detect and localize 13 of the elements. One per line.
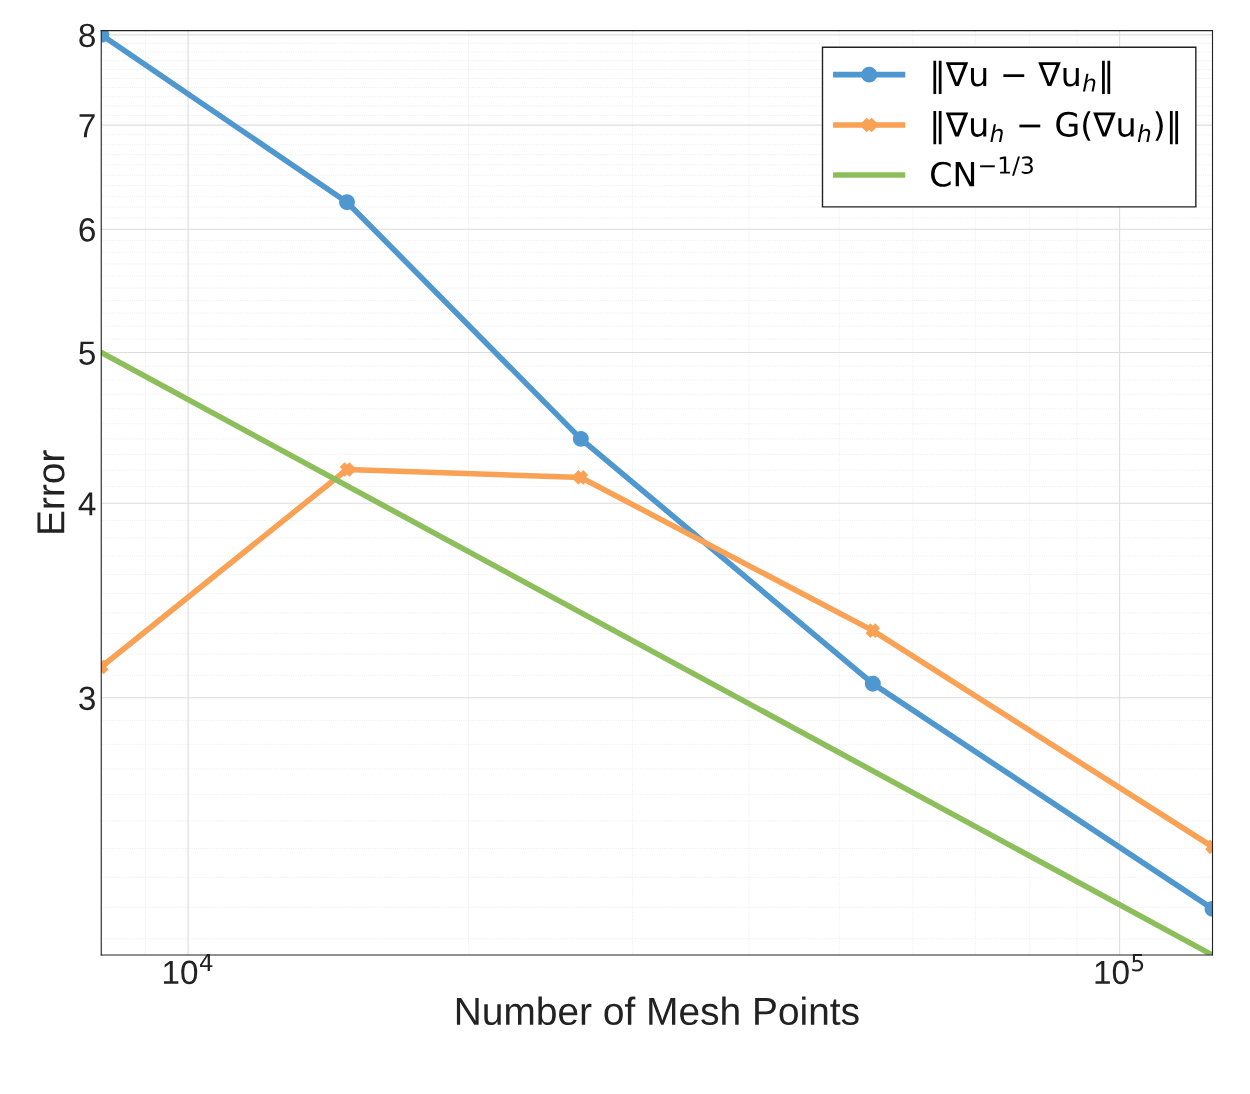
y-tick-label: 4 bbox=[78, 492, 96, 516]
x-tick-label: 10$^{5}$ bbox=[1095, 954, 1144, 985]
legend-label: ‖∇u − ∇u$_{h}$‖ bbox=[933, 60, 1111, 94]
y-tick-label: 3 bbox=[79, 686, 95, 711]
y-axis-title: Error bbox=[37, 450, 65, 533]
y-tick-label: 8 bbox=[79, 23, 95, 48]
legend-label: CN$^{−1/3}$ bbox=[931, 156, 1033, 187]
legend-label: ‖∇u$_{h}$ − G(∇u$_{h}$)‖ bbox=[933, 110, 1179, 145]
y-tick-label: 6 bbox=[79, 218, 95, 242]
y-tick-label: 5 bbox=[79, 341, 95, 365]
x-axis-title: Number of Mesh Points bbox=[456, 996, 859, 1026]
y-tick-label: 7 bbox=[79, 114, 95, 138]
x-tick-label: 10$^{4}$ bbox=[163, 954, 213, 985]
